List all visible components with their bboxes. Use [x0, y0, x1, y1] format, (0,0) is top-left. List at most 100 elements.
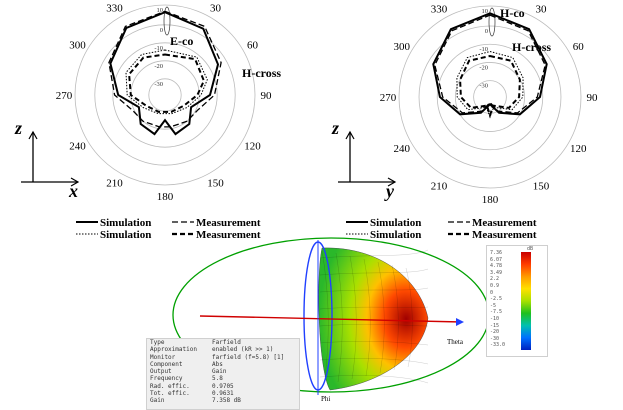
farfield-mesh-line — [319, 287, 429, 293]
farfield-axis — [199, 315, 463, 323]
color-scale: dB 7.36 6.07 4.78 3.49 2.2 0.9 0 -2.5 -5 -7.5 -10-… — [486, 245, 548, 357]
axis-arrow-up — [28, 130, 38, 140]
radial-tick-label: -20 — [154, 63, 163, 70]
scale-tick: -33.0 — [490, 342, 506, 349]
probe-marker — [163, 6, 171, 36]
axis-arrow-right — [387, 177, 397, 187]
scale-tick: -5 — [490, 302, 497, 309]
info-key: Output — [150, 368, 172, 376]
info-value: enabled (kR >> 1) — [212, 346, 274, 354]
angle-tick-label: 60 — [573, 41, 585, 53]
angle-tick-label: 120 — [244, 141, 261, 153]
scale-tick: 6.07 — [490, 256, 503, 263]
angle-tick-label: 210 — [106, 178, 123, 190]
farfield-mesh-line — [319, 268, 429, 276]
angle-tick-label: 210 — [431, 180, 448, 192]
legend-label: Simulation — [370, 229, 421, 241]
scale-bar — [521, 252, 531, 350]
farfield-mesh-line — [319, 341, 429, 346]
info-value: Abs — [212, 360, 223, 368]
axis-label-vertical: z — [14, 118, 22, 138]
polar-ring — [436, 43, 544, 151]
info-key: Monitor — [150, 353, 176, 361]
series-h-cross-measurement — [459, 54, 521, 119]
farfield-mesh-line — [405, 267, 413, 368]
info-key: Type — [150, 339, 165, 346]
legend-label: Simulation — [100, 217, 151, 229]
info-row: Type Farfield — [147, 339, 299, 346]
series-label: H-co — [500, 6, 525, 20]
radial-tick-label: -20 — [479, 64, 488, 71]
radial-tick-label: -30 — [479, 83, 488, 90]
info-value: 5.8 — [212, 375, 223, 383]
scale-tick: -10 — [490, 315, 500, 322]
angle-tick-label: 180 — [482, 194, 499, 206]
farfield-info-panel: Type Farfield Approximation enabled (kR >> … — [146, 338, 300, 410]
radial-tick-label: -10 — [154, 45, 163, 52]
info-row: Tot. effic. 0.9631 — [147, 390, 299, 397]
legend-label: Measurement — [196, 229, 261, 241]
scale-tick: 4.78 — [490, 263, 503, 270]
series-e-co-simulation — [109, 11, 220, 136]
angle-tick-label: 90 — [587, 92, 599, 104]
series-label: H-cross — [242, 66, 281, 80]
angle-tick-label: 120 — [570, 143, 587, 155]
info-row: Gain 7.358 dB — [147, 397, 299, 404]
series-h-co-simulation — [432, 12, 548, 116]
info-value: 0.9705 — [212, 382, 234, 390]
polar-ring — [455, 62, 525, 132]
scale-tick: 3.49 — [490, 269, 503, 276]
farfield-mesh-line — [319, 323, 429, 327]
scale-tick: -30 — [490, 335, 500, 342]
legend-label: Measurement — [472, 229, 537, 241]
angle-tick-label: 270 — [380, 92, 397, 104]
axis-label-vertical: z — [331, 118, 339, 138]
info-row: Output Gain — [147, 368, 299, 375]
info-key: Tot. effic. — [150, 390, 190, 398]
angle-tick-label: 180 — [157, 191, 174, 203]
farfield-mesh-line — [319, 375, 429, 384]
angle-tick-label: 330 — [431, 4, 448, 16]
farfield-mesh-line — [319, 358, 429, 365]
angle-tick-label: 30 — [210, 3, 222, 15]
scale-tick: 0.9 — [490, 282, 500, 289]
series-h-cross-simulation — [456, 50, 524, 119]
angle-tick-label: 270 — [56, 90, 73, 102]
angle-tick-label: 240 — [69, 141, 86, 153]
info-key: Component — [150, 360, 183, 368]
scale-unit: dB — [527, 246, 534, 252]
scale-tick: 7.36 — [490, 250, 503, 256]
scale-tick: -7.5 — [490, 309, 503, 316]
angle-tick-label: 0 — [162, 0, 168, 1]
info-value: 0.9631 — [212, 390, 234, 398]
scale-tick: -2.5 — [490, 296, 503, 303]
info-row: Frequency 5.8 — [147, 375, 299, 382]
info-key: Approximation — [150, 346, 197, 354]
axis-label-horizontal: y — [384, 181, 395, 201]
angle-tick-label: 150 — [207, 178, 224, 190]
farfield-mesh-line — [319, 249, 429, 259]
angle-tick-label: 30 — [536, 4, 548, 16]
radial-tick-label: 0 — [160, 27, 163, 34]
polar-ring — [94, 24, 236, 166]
series-e-co-measurement — [108, 10, 222, 128]
legend-label: Measurement — [472, 217, 537, 229]
legend-label: Simulation — [100, 229, 151, 241]
info-key: Frequency — [150, 375, 183, 383]
series-label: E-co — [170, 34, 193, 48]
farfield-mesh-line — [391, 264, 399, 371]
info-row: Rad. effic. 0.9705 — [147, 383, 299, 390]
polar-ring — [398, 5, 582, 189]
axis-label-horizontal: x — [68, 181, 78, 201]
angle-tick-label: 300 — [393, 41, 410, 53]
axis-arrow-right — [70, 177, 80, 187]
scale-labels: 7.36 6.07 4.78 3.49 2.2 0.9 0 -2.5 -5 -7.5 -10 -15-… — [490, 250, 505, 349]
info-row: Component Abs — [147, 361, 299, 368]
scale-tick: -15 — [490, 322, 500, 329]
info-value: Farfield — [212, 339, 241, 346]
series-h-cross-measurement — [128, 53, 205, 113]
scale-tick: -20 — [490, 329, 500, 336]
scale-tick: 0 — [490, 289, 494, 296]
